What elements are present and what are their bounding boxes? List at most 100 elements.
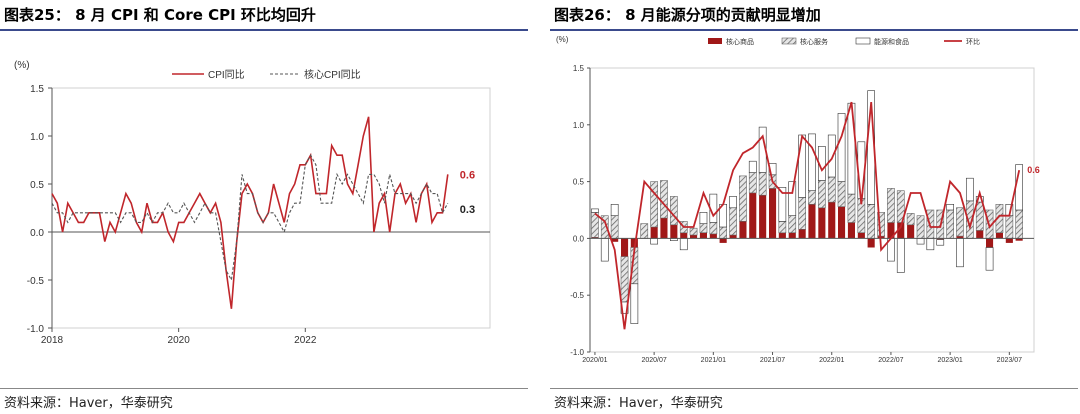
bar-core-services [778,221,787,234]
bar-core-goods [788,232,796,239]
bar-core-services [650,181,658,228]
end-label-cpi: 0.6 [460,169,475,181]
bar-core-goods [759,195,767,239]
bar-core-services [798,197,807,230]
bar-core-goods [749,193,757,239]
bar-energy-food [650,238,658,245]
bar-core-goods [976,230,984,239]
y-tick-label: -0.5 [27,276,45,287]
x-tick-label: 2023/01 [937,357,962,364]
bar-energy-food [679,238,688,251]
bar-core-services [956,207,964,237]
y-tick-label: -1.0 [27,324,45,335]
left-title-rule [0,29,528,31]
bar-core-goods [680,232,688,239]
bar-core-services [670,196,678,226]
legend-label-cpi: CPI同比 [208,69,245,81]
y-tick-label: -0.5 [570,291,584,300]
bar-core-goods [650,227,658,239]
chart-legend: 核心商品 核心服务 能源和食品 环比 [708,37,980,46]
x-tick-label: 2022/01 [819,357,844,364]
y-tick-label: 1.5 [573,64,585,73]
x-tick-label: 2020 [168,335,191,346]
bar-core-services [946,209,955,239]
bar-energy-food [748,160,757,173]
y-tick-label: 1.0 [30,132,44,143]
bar-core-goods [936,238,944,240]
bar-core-goods [670,224,678,239]
x-tick-label: 2021/07 [760,357,785,364]
bar-core-services [699,223,708,234]
left-source-note: 资料来源：Haver，华泰研究 [4,396,173,411]
bar-core-goods [818,207,826,239]
legend-label-mom: 环比 [966,37,980,46]
x-tick-label: 2023/07 [997,357,1022,364]
bar-energy-food [896,238,905,273]
bar-energy-food [788,181,797,217]
bar-core-goods [1005,238,1013,243]
bar-core-services [610,215,619,239]
right-source-note: 资料来源：Haver，华泰研究 [554,396,723,411]
bar-core-goods [778,232,786,239]
bar-core-goods [729,235,737,239]
bar-energy-food [916,238,925,245]
bar-core-services [620,256,629,303]
bar-core-services [709,222,718,235]
bar-core-services [906,213,915,226]
bar-energy-food [630,283,639,324]
bar-energy-food [600,238,609,262]
y-tick-label: 1.0 [573,121,585,130]
x-tick-label: 2022/07 [878,357,903,364]
bar-core-goods [995,232,1003,239]
bar-core-goods [956,236,964,239]
x-tick-label: 2022 [294,335,317,346]
bar-core-goods [591,237,599,239]
bar-core-services [788,215,797,233]
bar-energy-food [975,196,984,203]
bar-energy-food [778,187,787,222]
bar-core-goods [699,232,707,239]
right-chart-title: 图表26： 8 月能源分项的贡献明显增加 [554,6,821,24]
legend-swatch-energy-food [855,37,871,45]
bar-energy-food [956,238,964,268]
bar-energy-food [729,196,737,209]
bar-energy-food [610,204,619,217]
bar-core-goods [907,224,915,239]
x-tick-label: 2018 [41,335,64,346]
bar-energy-food [591,208,599,213]
end-label-core: 0.3 [460,204,475,216]
bar-core-services [1015,209,1024,239]
bar-core-goods [660,218,668,239]
bar-energy-food [936,239,945,246]
cpi-mom-line [51,116,449,309]
y-tick-label: 0.0 [30,228,44,239]
bar-core-goods [709,233,717,239]
legend-swatch-core-services [781,37,797,45]
bar-core-goods [828,202,836,239]
bar-core-goods [611,238,619,242]
legend-label-energy-food: 能源和食品 [874,37,909,46]
right-panel: 图表26： 8 月能源分项的贡献明显增加 (%) 1.5 1.0 0.5 0.0 -0.5… [550,0,1080,414]
bar-core-goods [1015,238,1023,241]
bar-core-goods [847,222,855,239]
x-tick-label: 2021/01 [701,357,726,364]
left-panel: 图表25： 8 月 CPI 和 Core CPI 环比均回升 (%) 1.5 1.0… [0,0,530,414]
bar-core-goods [897,222,905,239]
bar-core-goods [630,238,638,248]
y-unit-label: (%) [556,35,569,44]
bar-core-goods [887,222,895,239]
bar-core-goods [769,188,777,239]
bar-core-services [827,176,836,203]
bar-core-services [689,227,698,236]
right-source-rule [550,388,1078,389]
y-tick-label: 0.5 [30,180,44,191]
bar-core-services [975,201,984,231]
y-tick-label: -1.0 [570,348,584,357]
plot-frame [51,87,491,329]
legend-swatch-core-goods [708,38,722,44]
bar-core-goods [808,204,816,239]
bar-energy-food [699,212,708,225]
bar-energy-food [847,102,856,195]
end-label-mom: 0.6 [1027,165,1040,175]
